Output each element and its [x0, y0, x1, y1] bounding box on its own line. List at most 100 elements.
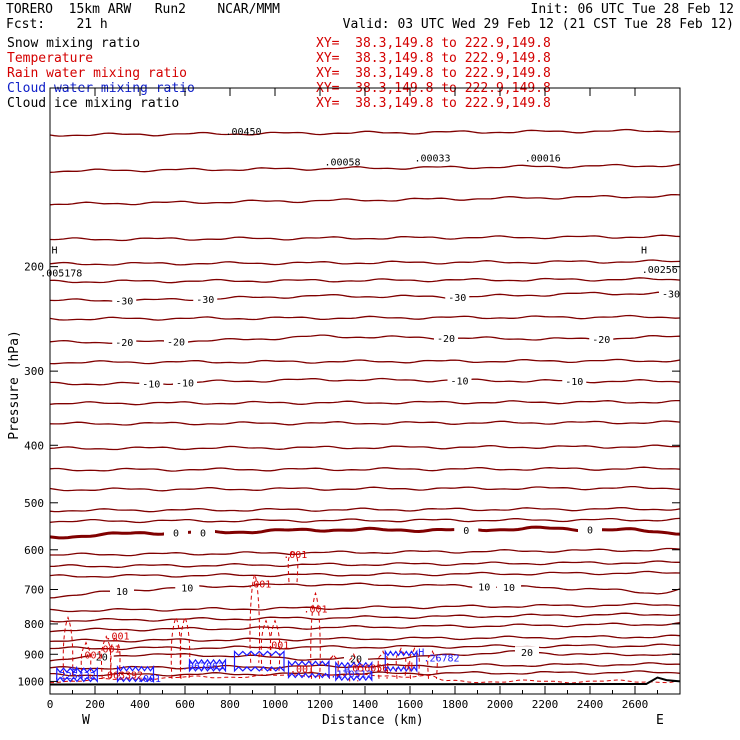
isotherm-line: [50, 643, 681, 651]
contour-label: .005178: [40, 269, 82, 280]
field-name: Snow mixing ratio: [7, 36, 141, 51]
field-section-coords: XY= 38.3,149.8 to 222.9,149.8: [316, 96, 551, 111]
isotherm-label-bg: [454, 523, 479, 536]
isotherm-label: -20: [115, 338, 133, 349]
contour-label: .170512: [330, 670, 372, 681]
y-tick-label: 900: [24, 648, 44, 661]
isotherm-label: 10: [503, 583, 515, 594]
contour-label: .056056: [346, 663, 388, 674]
y-tick-label: 300: [24, 365, 44, 378]
contour-label: .067063: [182, 661, 224, 672]
x-tick-label: 1800: [442, 698, 469, 711]
rain-contour: [395, 647, 407, 679]
contour-label: .001: [78, 651, 102, 662]
contour-label: .26782: [423, 653, 459, 664]
isotherm-label: 0: [587, 526, 593, 537]
isotherm-line: [49, 517, 681, 524]
west-label: W: [82, 713, 90, 728]
contour-label: .00016: [525, 153, 561, 164]
isotherm-label: 10: [181, 584, 193, 595]
valid-time: Valid: 03 UTC Wed 29 Feb 12 (21 CST Tue …: [342, 17, 734, 32]
contour-label: .00058: [324, 157, 360, 168]
contour-label: .001: [265, 640, 289, 651]
isotherm-label: 20: [521, 648, 533, 659]
y-tick-label: 200: [24, 261, 44, 274]
rain-contour: [62, 616, 74, 682]
contour-label: .225432: [54, 671, 96, 682]
x-tick-label: 1200: [307, 698, 334, 711]
y-tick-label: 600: [24, 544, 44, 557]
isotherm-line: [49, 525, 681, 540]
rain-contour: [50, 673, 681, 684]
contour-label: H: [418, 648, 424, 659]
isotherm-label-bg: [164, 526, 188, 539]
isotherm-label: -10: [142, 379, 160, 390]
contour-label-layer: .001.001.001.001.001.001.001.001.056056.…: [40, 127, 678, 685]
isotherm-line: [49, 485, 681, 492]
rain-contour: [100, 635, 112, 679]
y-tick-label: 500: [24, 497, 44, 510]
model-title: TORERO 15km ARW Run2 NCAR/MMM: [6, 2, 280, 17]
cloud-water-contour: [384, 649, 418, 673]
contour-label: .001: [283, 550, 307, 561]
contour-label: H: [72, 666, 78, 677]
cloud-water-contour: [116, 665, 155, 684]
contour-label: .001: [303, 604, 327, 615]
forecast-hour: Fcst: 21 h: [6, 17, 108, 32]
field-section-coords: XY= 38.3,149.8 to 222.9,149.8: [316, 36, 551, 51]
isotherm-label: -30: [196, 295, 214, 306]
contour-label: H: [344, 665, 350, 676]
isotherm-label-bg: [447, 374, 472, 387]
rain-contour: [249, 572, 261, 663]
cloud-water-contour: [233, 649, 285, 673]
contour-label: .001: [137, 674, 161, 685]
x-tick-label: 1600: [397, 698, 424, 711]
x-tick-label: 2600: [622, 698, 649, 711]
isotherm-label: -20: [167, 337, 185, 348]
field-name: Rain water mixing ratio: [7, 66, 188, 81]
contour-label: .001: [96, 644, 120, 655]
contour-label: H: [407, 662, 413, 673]
rain-contour: [427, 650, 438, 679]
isotherm-label-bg: [110, 584, 134, 597]
y-tick-label: 1000: [18, 675, 45, 688]
y-tick-label: 800: [24, 618, 44, 631]
cloud-water-contour: [287, 659, 330, 680]
field-name: Temperature: [7, 51, 94, 66]
isotherm-label-bg: [175, 581, 200, 594]
x-tick-label: 200: [85, 698, 105, 711]
isotherm-line: [49, 128, 681, 137]
isotherm-label: 0: [200, 528, 206, 539]
x-tick-label: 400: [130, 698, 150, 711]
isotherm-label-bg: [445, 290, 470, 303]
isotherm-label: 0: [463, 526, 469, 537]
isotherm-line: [49, 582, 681, 599]
isotherm-label: 10: [116, 587, 128, 598]
contour-label: .001: [290, 665, 314, 676]
rain-contour: [269, 619, 281, 671]
rain-contour: [377, 650, 389, 679]
contour-label: .00033: [414, 153, 450, 164]
isotherm-line: [49, 334, 681, 344]
isotherm-line: [49, 234, 681, 242]
x-tick-label: 2200: [532, 698, 559, 711]
isotherm-label-bg: [472, 580, 497, 593]
cloud-water-contour: [188, 658, 227, 673]
x-tick-label: 0: [47, 698, 54, 711]
rain-contour: [179, 616, 191, 679]
isotherm-label: 10: [478, 582, 490, 593]
field-name: Cloud ice mixing ratio: [7, 96, 180, 111]
isotherm-label-bg: [191, 526, 215, 539]
isotherm-label: -10: [565, 377, 583, 388]
contour-label: H: [641, 245, 647, 256]
plot-frame: [49, 87, 681, 695]
isotherm-line: [49, 291, 681, 303]
isotherm-line: [49, 634, 681, 643]
rain-contour: [287, 548, 299, 583]
cloud-water-layer: [56, 649, 418, 684]
rain-contour: [260, 619, 272, 671]
field-section-coords: XY= 38.3,149.8 to 222.9,149.8: [316, 66, 551, 81]
isotherm-line: [49, 277, 681, 284]
isotherm-label: -10: [450, 376, 468, 387]
